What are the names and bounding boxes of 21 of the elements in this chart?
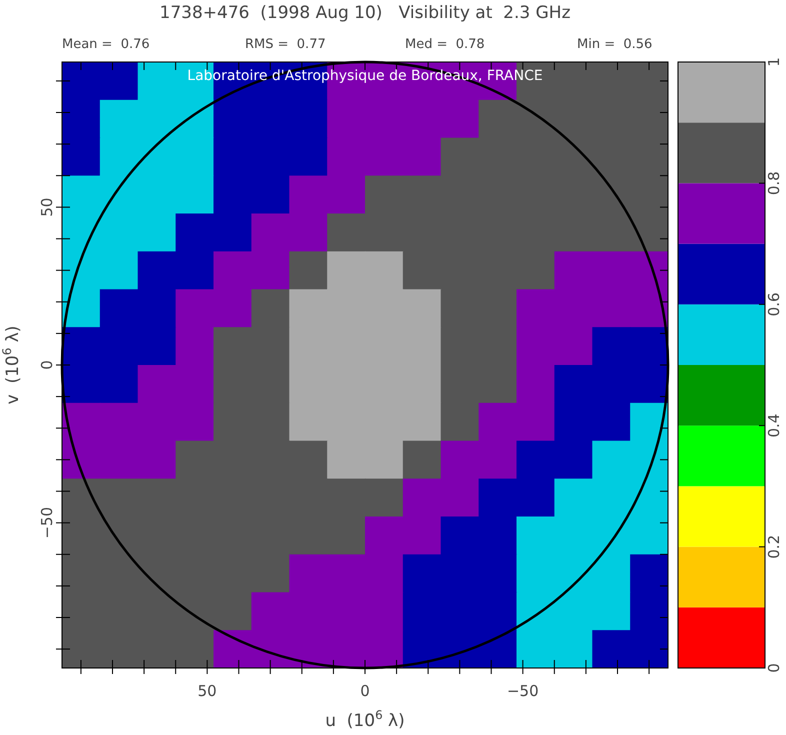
point: [630, 402, 668, 442]
text: Med = 0.78: [405, 37, 485, 52]
y-tick-label: −50: [38, 506, 56, 539]
y-tick-label: 0: [38, 360, 56, 370]
x-tick-label: 50: [198, 682, 217, 700]
point: [327, 214, 366, 252]
text: RMS = 0.77: [245, 37, 326, 52]
color-bar-label: 0.2: [765, 534, 783, 559]
x-axis-title: u (10$^{6}$ λ): [325, 708, 405, 731]
color-bar-label: 0.6: [765, 292, 783, 316]
color-bar-label: 0: [765, 663, 783, 673]
x-tick-label: 0: [360, 682, 370, 700]
text: Min = 0.56: [577, 37, 652, 52]
chart-title: 1738+476 (1998 Aug 10) Visibility at 2.3 GHz: [160, 3, 571, 23]
color-bar-label: 0.8: [765, 171, 783, 196]
color-bar-label: 0.4: [765, 414, 783, 438]
y-tick-label: 50: [38, 198, 56, 217]
point: [365, 478, 404, 518]
text: Mean = 0.76: [62, 37, 150, 52]
color-bar-label: 1: [765, 57, 783, 67]
x-tick-label: −50: [506, 682, 539, 700]
